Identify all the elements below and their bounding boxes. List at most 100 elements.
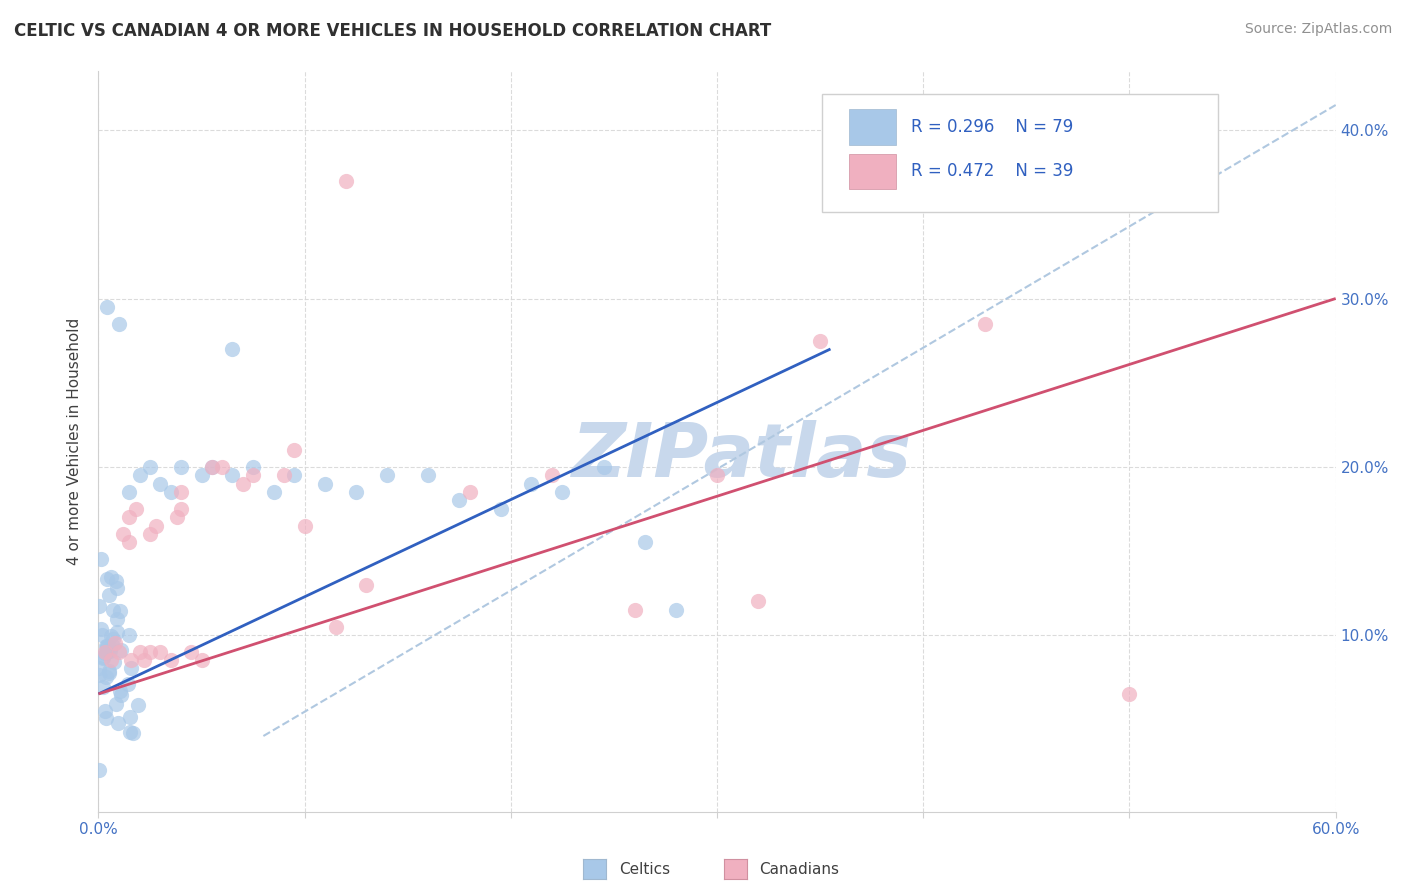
Text: R = 0.296    N = 79: R = 0.296 N = 79 bbox=[911, 118, 1074, 136]
Point bbox=[100, 638, 122, 652]
Point bbox=[375, 468, 398, 483]
Point bbox=[112, 527, 135, 541]
Point bbox=[1118, 687, 1140, 701]
Point bbox=[128, 645, 150, 659]
Point bbox=[294, 518, 316, 533]
Point bbox=[89, 668, 111, 682]
Point bbox=[145, 518, 167, 533]
Point bbox=[551, 485, 574, 500]
Point bbox=[117, 677, 139, 691]
Point bbox=[108, 317, 131, 331]
Point bbox=[93, 704, 115, 718]
Point bbox=[808, 334, 831, 348]
Point bbox=[263, 485, 285, 500]
Point bbox=[139, 527, 162, 541]
Point bbox=[242, 459, 264, 474]
Point bbox=[107, 715, 129, 730]
Point bbox=[100, 644, 122, 658]
Point bbox=[190, 468, 212, 483]
Point bbox=[221, 468, 243, 483]
Point bbox=[93, 645, 115, 659]
Point bbox=[96, 641, 118, 656]
Point bbox=[124, 501, 146, 516]
Point bbox=[96, 572, 118, 586]
Point bbox=[98, 641, 121, 656]
Point bbox=[520, 476, 543, 491]
Point bbox=[159, 485, 181, 500]
Point bbox=[132, 653, 155, 667]
Point bbox=[118, 485, 141, 500]
Point bbox=[623, 603, 645, 617]
Point bbox=[89, 623, 111, 637]
Text: R = 0.472    N = 39: R = 0.472 N = 39 bbox=[911, 162, 1074, 180]
Point bbox=[190, 653, 212, 667]
Point bbox=[94, 646, 117, 660]
Point bbox=[118, 535, 141, 549]
Point bbox=[105, 624, 128, 639]
Point bbox=[325, 619, 347, 633]
Point bbox=[96, 645, 118, 659]
Point bbox=[221, 342, 243, 356]
Point bbox=[118, 628, 141, 642]
Point bbox=[104, 697, 127, 711]
Point bbox=[201, 459, 224, 474]
Point bbox=[180, 645, 202, 659]
Point bbox=[90, 628, 112, 642]
Point bbox=[91, 651, 114, 665]
Point bbox=[665, 603, 688, 617]
Point bbox=[159, 653, 181, 667]
Point bbox=[128, 468, 150, 483]
Point bbox=[170, 501, 193, 516]
Point bbox=[89, 661, 111, 675]
Point bbox=[170, 459, 193, 474]
Point bbox=[149, 645, 172, 659]
Text: CELTIC VS CANADIAN 4 OR MORE VEHICLES IN HOUSEHOLD CORRELATION CHART: CELTIC VS CANADIAN 4 OR MORE VEHICLES IN… bbox=[14, 22, 772, 40]
Point bbox=[105, 581, 128, 595]
Point bbox=[335, 174, 357, 188]
Point bbox=[96, 639, 118, 653]
Point bbox=[120, 661, 142, 675]
Point bbox=[105, 611, 128, 625]
Point bbox=[110, 688, 132, 702]
Point bbox=[283, 442, 305, 457]
Point bbox=[139, 459, 162, 474]
Point bbox=[211, 459, 233, 474]
FancyBboxPatch shape bbox=[849, 109, 897, 145]
Point bbox=[108, 645, 131, 659]
Text: Source: ZipAtlas.com: Source: ZipAtlas.com bbox=[1244, 22, 1392, 37]
Point bbox=[120, 709, 142, 723]
Point bbox=[103, 655, 125, 669]
Point bbox=[96, 300, 118, 314]
Point bbox=[100, 653, 122, 667]
Text: Celtics: Celtics bbox=[619, 863, 669, 877]
Text: Canadians: Canadians bbox=[759, 863, 839, 877]
Point bbox=[120, 724, 142, 739]
Point bbox=[91, 680, 114, 694]
Point bbox=[94, 711, 117, 725]
Point bbox=[101, 603, 124, 617]
Point bbox=[101, 632, 124, 647]
Point bbox=[110, 684, 132, 698]
Point bbox=[94, 669, 117, 683]
Point bbox=[706, 468, 728, 483]
Point bbox=[120, 653, 142, 667]
Point bbox=[100, 570, 122, 584]
Point bbox=[458, 485, 481, 500]
Point bbox=[242, 468, 264, 483]
Point bbox=[96, 644, 118, 658]
Point bbox=[344, 485, 367, 500]
Point bbox=[201, 459, 224, 474]
Point bbox=[170, 485, 193, 500]
Point bbox=[356, 577, 378, 591]
Text: ZIPatlas: ZIPatlas bbox=[572, 420, 912, 493]
Point bbox=[96, 639, 118, 653]
Point bbox=[449, 493, 471, 508]
FancyBboxPatch shape bbox=[849, 153, 897, 189]
Point bbox=[418, 468, 440, 483]
Point bbox=[110, 604, 132, 618]
Point bbox=[110, 642, 132, 657]
Point bbox=[314, 476, 336, 491]
Point bbox=[634, 535, 657, 549]
Point bbox=[98, 588, 121, 602]
Point bbox=[149, 476, 172, 491]
